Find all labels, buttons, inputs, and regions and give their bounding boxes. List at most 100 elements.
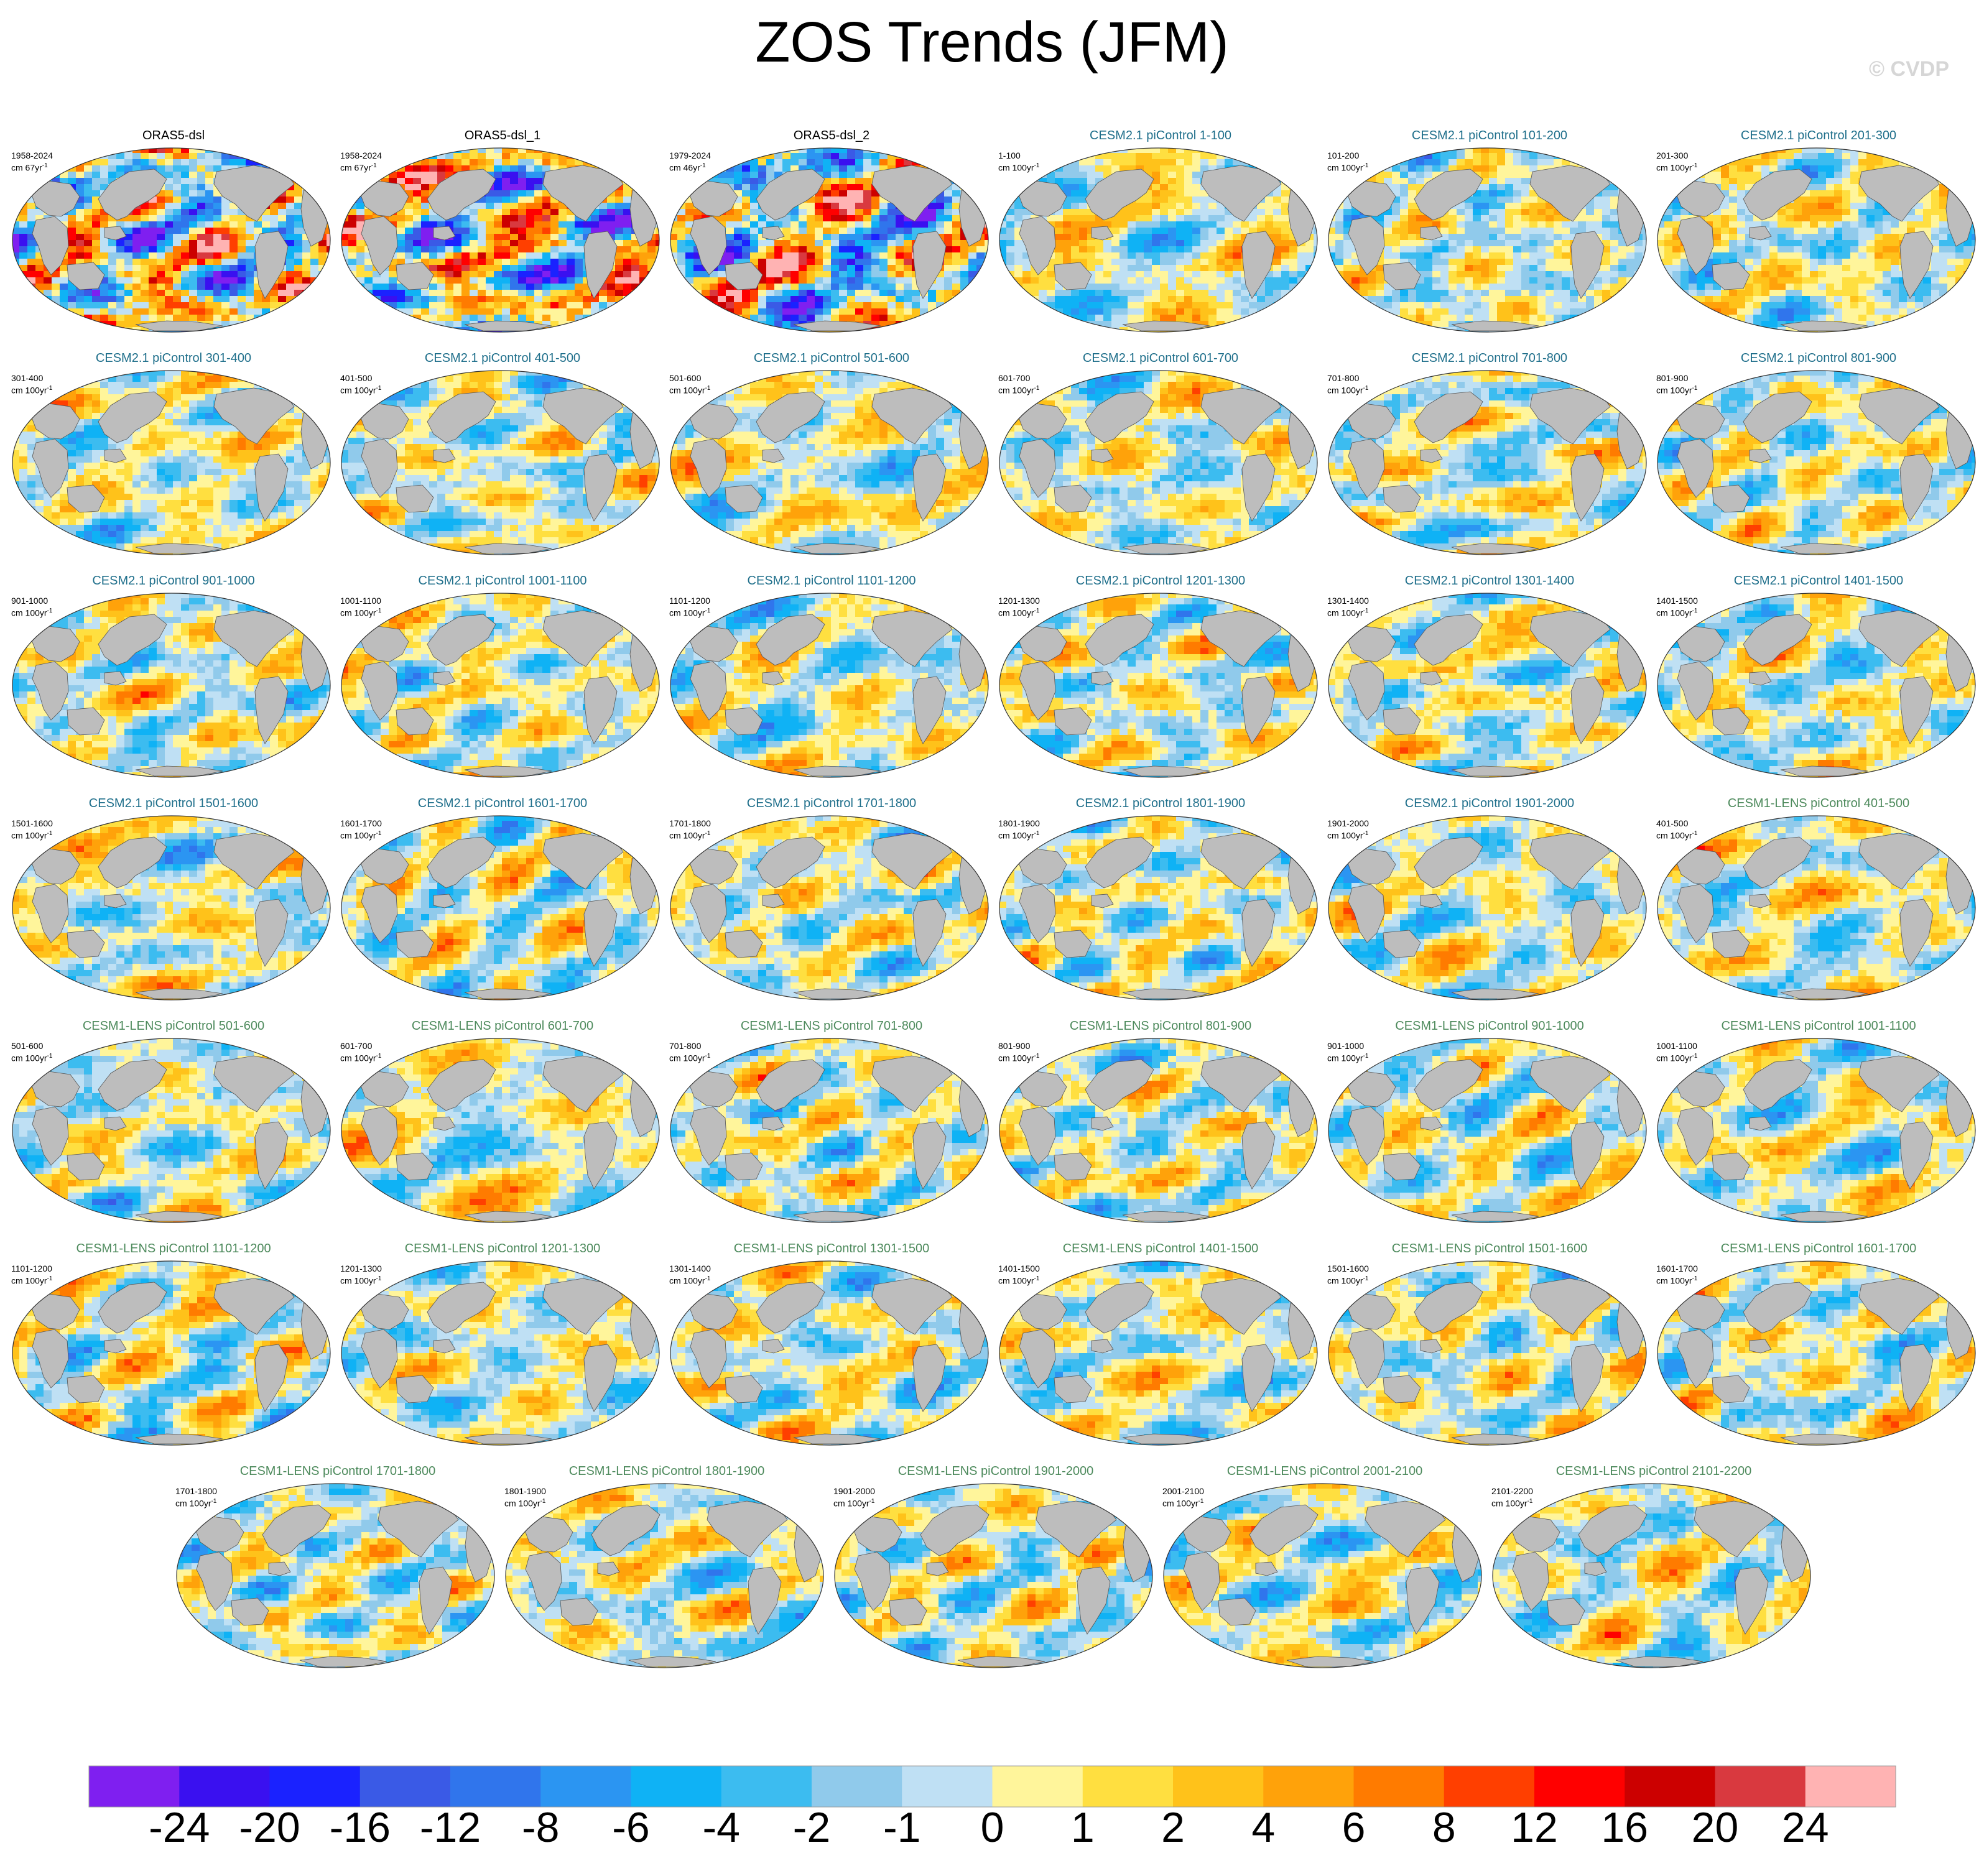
panel-units: cm 100yr-1 — [998, 384, 1039, 395]
colorbar-swatch — [540, 1766, 631, 1807]
panel-title: CESM2.1 piControl 501-600 — [667, 351, 996, 366]
panel-units-text: cm 100yr — [175, 1499, 211, 1509]
panel-units: cm 100yr-1 — [1656, 829, 1697, 841]
panel-units: cm 100yr-1 — [669, 829, 710, 841]
map-panel: CESM2.1 piControl 1101-1200 1101-1200 cm 1… — [667, 573, 996, 795]
panel-units-text: cm 100yr — [11, 386, 47, 395]
panel-units-text: cm 67yr — [11, 163, 42, 173]
colorbar-tick-label: -1 — [858, 1806, 945, 1849]
trend-map — [998, 1037, 1319, 1227]
panel-period: 1201-1300 — [998, 596, 1040, 606]
trend-map — [1327, 1260, 1648, 1449]
panel-units: cm 100yr-1 — [340, 384, 381, 395]
colorbar-swatch — [1353, 1766, 1445, 1807]
panel-period: 1958-2024 — [340, 150, 382, 160]
panel-units-text: cm 46yr — [669, 163, 700, 173]
panel-units-text: cm 100yr — [669, 386, 705, 395]
panel-period: 501-600 — [669, 373, 701, 383]
colorbar-swatch — [992, 1766, 1083, 1807]
panel-title: CESM2.1 piControl 401-500 — [338, 351, 667, 366]
panel-title: CESM1-LENS piControl 1901-2000 — [831, 1464, 1161, 1479]
colorbar-tick-label: 8 — [1401, 1806, 1488, 1849]
panel-period: 1958-2024 — [11, 150, 53, 160]
panel-period: 1501-1600 — [11, 818, 53, 828]
panel-units: cm 100yr-1 — [340, 606, 381, 618]
trend-map — [1162, 1482, 1483, 1672]
panel-units-text: cm 100yr — [1327, 1053, 1363, 1063]
panel-period: 1301-1400 — [1327, 596, 1369, 606]
colorbar-tick-label: 16 — [1581, 1806, 1668, 1849]
trend-map — [998, 1260, 1319, 1449]
panel-period: 1201-1300 — [340, 1264, 382, 1273]
trend-map — [11, 592, 331, 782]
panel-title: CESM2.1 piControl 1001-1100 — [338, 573, 667, 588]
panel-units-text: cm 100yr — [998, 831, 1034, 841]
panel-title: CESM2.1 piControl 1-100 — [996, 128, 1325, 143]
map-panel: ORAS5-dsl_2 1979-2024 cm 46yr-1 — [667, 128, 996, 349]
panel-title: CESM1-LENS piControl 1501-1600 — [1325, 1241, 1654, 1256]
panel-units: cm 100yr-1 — [833, 1497, 874, 1509]
trend-map — [1327, 147, 1648, 336]
panel-units: cm 100yr-1 — [11, 829, 52, 841]
trend-map — [669, 147, 990, 336]
panel-units-text: cm 100yr — [504, 1499, 540, 1509]
trend-map — [1327, 1037, 1648, 1227]
colorbar-swatch — [812, 1766, 902, 1807]
map-panel: CESM1-LENS piControl 801-900 801-900 cm 10… — [996, 1019, 1325, 1240]
panel-units-text: cm 100yr — [1327, 831, 1363, 841]
trend-map — [340, 369, 661, 559]
panel-units: cm 100yr-1 — [1491, 1497, 1532, 1509]
panel-title: CESM1-LENS piControl 401-500 — [1654, 796, 1983, 811]
panel-units-text: cm 67yr — [340, 163, 371, 173]
panel-title: CESM2.1 piControl 1901-2000 — [1325, 796, 1654, 811]
map-panel: CESM1-LENS piControl 1901-2000 1901-2000 c… — [831, 1464, 1161, 1685]
map-panel: CESM1-LENS piControl 601-700 601-700 cm 10… — [338, 1019, 667, 1240]
trend-map — [11, 147, 331, 336]
trend-map — [1327, 592, 1648, 782]
panel-units: cm 100yr-1 — [1656, 384, 1697, 395]
colorbar-swatch — [269, 1766, 361, 1807]
colorbar-swatch — [179, 1766, 270, 1807]
colorbar-tick-label: -2 — [768, 1806, 855, 1849]
map-panel: CESM1-LENS piControl 2101-2200 2101-2200 c… — [1489, 1464, 1819, 1685]
map-panel: CESM2.1 piControl 1501-1600 1501-1600 cm 1… — [9, 796, 338, 1017]
panel-units: cm 100yr-1 — [998, 829, 1039, 841]
panel-period: 801-900 — [1656, 373, 1688, 383]
colorbar-tick-label: 20 — [1672, 1806, 1759, 1849]
trend-map — [1656, 147, 1977, 336]
panel-period: 201-300 — [1656, 150, 1688, 160]
colorbar-swatch — [359, 1766, 451, 1807]
panel-units-text: cm 100yr — [1491, 1499, 1527, 1509]
panel-period: 2101-2200 — [1491, 1486, 1533, 1496]
panel-title: CESM1-LENS piControl 901-1000 — [1325, 1019, 1654, 1033]
colorbar-tick-label: -4 — [678, 1806, 765, 1849]
trend-map — [669, 369, 990, 559]
panel-period: 1979-2024 — [669, 150, 711, 160]
colorbar-swatch — [1805, 1766, 1896, 1807]
colorbar-swatch — [1534, 1766, 1625, 1807]
panel-period: 701-800 — [669, 1041, 701, 1051]
panel-period: 1301-1400 — [669, 1264, 711, 1273]
page-title: ZOS Trends (JFM) — [0, 11, 1984, 74]
map-panel: CESM2.1 piControl 101-200 101-200 cm 100yr… — [1325, 128, 1654, 349]
panel-period: 1601-1700 — [1656, 1264, 1698, 1273]
panel-period: 1001-1100 — [1656, 1041, 1697, 1051]
panel-units-text: cm 100yr — [11, 1276, 47, 1286]
map-panel: CESM2.1 piControl 401-500 401-500 cm 100yr… — [338, 351, 667, 572]
panel-period: 1901-2000 — [1327, 818, 1369, 828]
colorbar-tick-label: 24 — [1762, 1806, 1849, 1849]
panel-title: CESM2.1 piControl 1201-1300 — [996, 573, 1325, 588]
panel-title: CESM2.1 piControl 1601-1700 — [338, 796, 667, 811]
panel-units-text: cm 100yr — [669, 1276, 705, 1286]
panel-units: cm 100yr-1 — [11, 606, 52, 618]
colorbar-swatch — [1263, 1766, 1354, 1807]
trend-map — [1656, 1260, 1977, 1449]
panel-units-text: cm 100yr — [998, 1053, 1034, 1063]
panel-title: CESM2.1 piControl 1701-1800 — [667, 796, 996, 811]
panel-units: cm 100yr-1 — [1327, 161, 1368, 173]
trend-map — [1656, 1037, 1977, 1227]
panel-title: CESM2.1 piControl 1801-1900 — [996, 796, 1325, 811]
trend-map — [11, 815, 331, 1004]
panel-title: ORAS5-dsl_2 — [667, 128, 996, 143]
panel-units: cm 100yr-1 — [669, 1051, 710, 1063]
